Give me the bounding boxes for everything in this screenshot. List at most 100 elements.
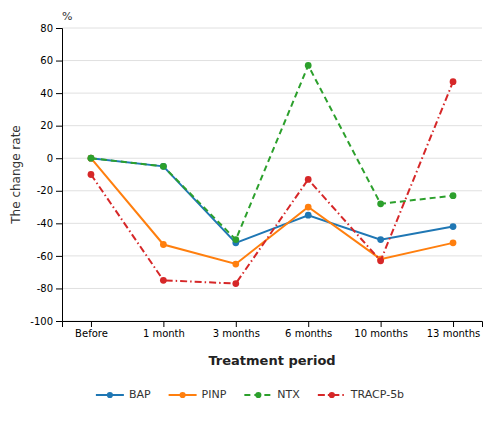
annotation: % — [62, 10, 72, 23]
tick: 0 — [47, 153, 62, 164]
grid-line — [62, 60, 482, 61]
point — [450, 78, 457, 85]
point — [88, 155, 95, 162]
legend-label: PINP — [202, 388, 227, 401]
legend-item: BAP — [96, 388, 151, 401]
y-axis: -100 -80 -60 -40 -20 0 20 40 60 80 — [30, 23, 62, 327]
tick-label: 10 months — [354, 328, 408, 339]
tick: 6 months — [285, 321, 332, 339]
tick: 40 — [40, 88, 62, 99]
tick-mark — [308, 321, 309, 327]
tick: -80 — [37, 283, 62, 294]
tick-label: 0 — [47, 153, 53, 164]
tick-label: 1 month — [143, 328, 185, 339]
axis-line — [56, 29, 63, 322]
tick-label: -60 — [37, 251, 53, 262]
tick-label: 40 — [40, 88, 53, 99]
tick-mark — [56, 61, 62, 62]
tick: -100 — [30, 316, 62, 327]
point — [160, 241, 167, 248]
tick-mark — [381, 321, 382, 327]
legend-item: NTX — [244, 388, 300, 401]
tick-mark — [91, 321, 92, 327]
tick: 20 — [40, 120, 62, 131]
tick: -40 — [37, 218, 62, 229]
tick: 80 — [40, 23, 62, 34]
tick-label: 13 months — [427, 328, 481, 339]
grid-line — [62, 255, 482, 256]
point — [450, 223, 457, 230]
point — [232, 280, 239, 287]
chart: -100 -80 -60 -40 -20 0 20 40 60 80 Before 1 month 3 … — [0, 0, 500, 421]
tick-mark — [56, 126, 62, 127]
legend-label: BAP — [129, 388, 151, 401]
legend-marker — [255, 392, 261, 398]
x-axis-title: Treatment period — [208, 353, 335, 368]
tick-mark — [56, 321, 62, 322]
tick-label: Before — [75, 328, 108, 339]
plot: -100 -80 -60 -40 -20 0 20 40 60 80 Before 1 month 3 … — [30, 10, 482, 339]
tick-label: 60 — [40, 55, 53, 66]
grid-line — [62, 158, 482, 159]
legend-item: PINP — [169, 388, 227, 401]
point — [305, 62, 312, 69]
tick: -60 — [37, 251, 62, 262]
tick-label: -80 — [37, 283, 53, 294]
y-axis-title: The change rate — [9, 125, 23, 224]
tick-label: -40 — [37, 218, 53, 229]
point — [232, 236, 239, 243]
tick: -20 — [37, 185, 62, 196]
point — [450, 192, 457, 199]
tick-mark — [236, 321, 237, 327]
legend-marker — [180, 392, 186, 398]
tick-label: -100 — [30, 316, 53, 327]
legend-label: TRACP-5b — [350, 388, 404, 401]
grid — [62, 28, 482, 321]
grid-line — [62, 125, 482, 126]
tick: 60 — [40, 55, 62, 66]
point — [305, 176, 312, 183]
grid-line — [62, 288, 482, 289]
point — [450, 239, 457, 246]
tick-label: 80 — [40, 23, 53, 34]
data-layer — [88, 62, 457, 287]
legend: BAP PINP NTX TRACP-5b — [96, 388, 404, 401]
legend-marker — [107, 392, 113, 398]
point — [377, 200, 384, 207]
tick: 3 months — [213, 321, 260, 339]
point — [377, 236, 384, 243]
legend-marker — [329, 392, 335, 398]
legend-item: TRACP-5b — [318, 388, 404, 401]
point — [305, 204, 312, 211]
point — [160, 163, 167, 170]
tick-label: 20 — [40, 120, 53, 131]
grid-line — [62, 28, 482, 29]
tick-mark — [453, 321, 454, 327]
grid-line — [62, 93, 482, 94]
point — [305, 212, 312, 219]
series-line — [91, 65, 453, 239]
point — [232, 261, 239, 268]
tick: 10 months — [354, 321, 408, 339]
axis-line — [63, 322, 483, 328]
tick-label: 3 months — [213, 328, 260, 339]
point — [88, 171, 95, 178]
tick-label: 6 months — [285, 328, 332, 339]
point — [377, 257, 384, 264]
tick: 1 month — [143, 321, 185, 339]
tick-mark — [56, 288, 62, 289]
series-line — [91, 82, 453, 284]
tick-mark — [163, 321, 164, 327]
series-line — [91, 158, 453, 264]
point — [88, 155, 95, 162]
tick-mark — [56, 93, 62, 94]
tick-mark — [56, 223, 62, 224]
tick-label: -20 — [37, 185, 53, 196]
x-axis: Before 1 month 3 months 6 months 10 months 13… — [63, 321, 483, 339]
legend-label: NTX — [277, 388, 300, 401]
point — [160, 163, 167, 170]
tick-mark — [56, 256, 62, 257]
tick-mark — [56, 28, 62, 29]
tick-mark — [56, 158, 62, 159]
tick: 13 months — [427, 321, 481, 339]
